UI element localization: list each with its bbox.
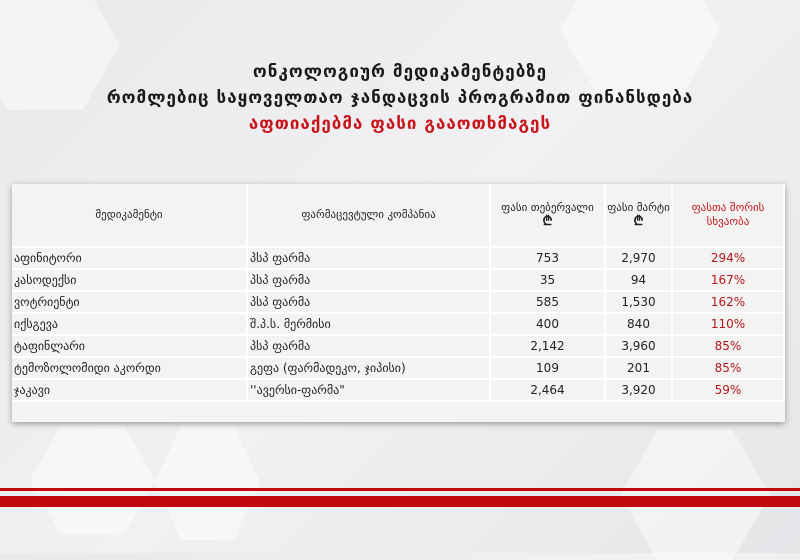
lari-icon: ₾ xyxy=(542,214,553,229)
table-row: ვოტრიენტი პსპ ფარმა 585 1,530 162% xyxy=(12,291,785,314)
cell-medicine: იქსგევა xyxy=(12,313,248,336)
cell-medicine: აფინიტორი xyxy=(12,247,248,270)
table-row: ტემოზოლომიდი აკორდი გეფა (ფარმადეკო, ჯიპი… xyxy=(12,357,785,380)
cell-medicine: ტემოზოლომიდი აკორდი xyxy=(12,357,248,380)
cell-difference: 85% xyxy=(672,335,785,358)
title-line-2: რომლებიც საყოველთაო ჯანდაცვის პროგრამით … xyxy=(106,88,694,108)
cell-company: პსპ ფარმა xyxy=(247,269,491,292)
cell-price-feb: 400 xyxy=(490,313,606,336)
background-hexagon xyxy=(30,425,155,535)
header-medicine: მედიკამენტი xyxy=(12,184,248,248)
title-line-3: აფთიაქებმა ფასი გააოთხმაგეს xyxy=(248,114,552,134)
table-row: ჯაკავი ''ავერსი-ფარმა" 2,464 3,920 59% xyxy=(12,379,785,402)
table-header-row: მედიკამენტი ფარმაცევტული კომპანია ფასი თ… xyxy=(12,184,785,248)
cell-company: პსპ ფარმა xyxy=(247,291,491,314)
table-row: კასოდექსი პსპ ფარმა 35 94 167% xyxy=(12,269,785,292)
title-line-1: ონკოლოგიურ მედიკამენტებზე xyxy=(252,62,548,82)
header-price-feb-label: ფასი თებერვალი xyxy=(501,201,594,214)
background-hexagon xyxy=(155,425,260,540)
cell-company: ''ავერსი-ფარმა" xyxy=(247,379,491,402)
cell-company: პსპ ფარმა xyxy=(247,247,491,270)
cell-medicine: ჯაკავი xyxy=(12,379,248,402)
red-divider-thin xyxy=(0,488,800,491)
table-row: იქსგევა შ.პ.ს. მერმისი 400 840 110% xyxy=(12,313,785,336)
cell-difference: 59% xyxy=(672,379,785,402)
cell-company: პსპ ფარმა xyxy=(247,335,491,358)
cell-price-mar: 3,920 xyxy=(605,379,673,402)
cell-difference: 85% xyxy=(672,357,785,380)
header-company: ფარმაცევტული კომპანია xyxy=(247,184,491,248)
cell-price-mar: 3,960 xyxy=(605,335,673,358)
header-price-mar: ფასი მარტი ₾ xyxy=(605,184,673,248)
cell-company: გეფა (ფარმადეკო, ჯიპისი) xyxy=(247,357,491,380)
cell-price-feb: 35 xyxy=(490,269,606,292)
cell-medicine: ტაფინლარი xyxy=(12,335,248,358)
background-hexagon xyxy=(560,0,720,100)
cell-medicine: კასოდექსი xyxy=(12,269,248,292)
cell-price-mar: 201 xyxy=(605,357,673,380)
cell-price-feb: 753 xyxy=(490,247,606,270)
cell-price-mar: 2,970 xyxy=(605,247,673,270)
cell-price-mar: 94 xyxy=(605,269,673,292)
cell-company: შ.პ.ს. მერმისი xyxy=(247,313,491,336)
cell-price-feb: 2,464 xyxy=(490,379,606,402)
red-divider-thick xyxy=(0,496,800,507)
header-difference: ფასთა შორის სხვაობა xyxy=(672,184,785,248)
background-hexagon xyxy=(620,430,770,560)
cell-difference: 294% xyxy=(672,247,785,270)
header-price-mar-label: ფასი მარტი xyxy=(607,201,670,214)
lari-icon: ₾ xyxy=(633,214,644,229)
cell-difference: 162% xyxy=(672,291,785,314)
table-row: ტაფინლარი პსპ ფარმა 2,142 3,960 85% xyxy=(12,335,785,358)
price-table: მედიკამენტი ფარმაცევტული კომპანია ფასი თ… xyxy=(12,184,785,422)
cell-price-feb: 109 xyxy=(490,357,606,380)
cell-price-mar: 1,530 xyxy=(605,291,673,314)
header-price-feb: ფასი თებერვალი ₾ xyxy=(490,184,606,248)
cell-price-mar: 840 xyxy=(605,313,673,336)
table-row: აფინიტორი პსპ ფარმა 753 2,970 294% xyxy=(12,247,785,270)
cell-price-feb: 2,142 xyxy=(490,335,606,358)
cell-medicine: ვოტრიენტი xyxy=(12,291,248,314)
cell-difference: 110% xyxy=(672,313,785,336)
cell-price-feb: 585 xyxy=(490,291,606,314)
cell-difference: 167% xyxy=(672,269,785,292)
